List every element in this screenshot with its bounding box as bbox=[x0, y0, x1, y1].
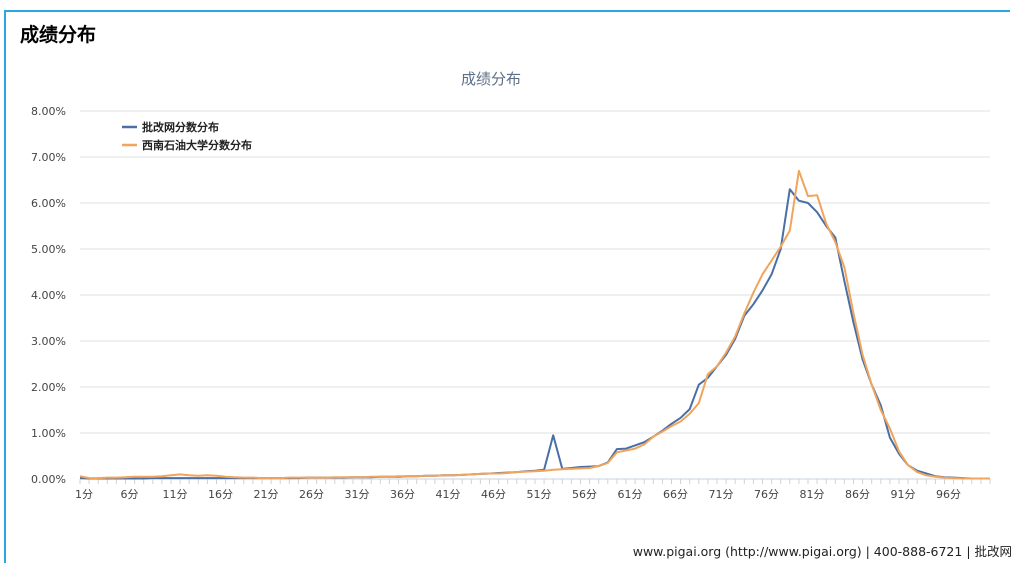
x-tick-label: 51分 bbox=[527, 488, 552, 501]
series-line-2 bbox=[79, 169, 990, 480]
x-tick-label: 71分 bbox=[709, 488, 734, 501]
legend-label: 西南石油大学分数分布 bbox=[142, 138, 252, 152]
y-tick-label: 8.00% bbox=[31, 105, 66, 118]
x-tick-label: 26分 bbox=[299, 488, 324, 501]
y-tick-label: 7.00% bbox=[31, 151, 66, 164]
x-tick-label: 31分 bbox=[345, 488, 370, 501]
x-tick-label: 21分 bbox=[254, 488, 279, 501]
x-tick-label: 66分 bbox=[663, 488, 688, 501]
x-tick-label: 11分 bbox=[163, 488, 188, 501]
y-tick-label: 2.00% bbox=[31, 381, 66, 394]
x-tick-label: 1分 bbox=[75, 488, 93, 501]
x-tick-label: 6分 bbox=[121, 488, 139, 501]
y-tick-label: 0.00% bbox=[31, 473, 66, 486]
x-tick-label: 16分 bbox=[208, 488, 233, 501]
x-tick-label: 86分 bbox=[845, 488, 870, 501]
footer-contact: www.pigai.org (http://www.pigai.org) | 4… bbox=[632, 544, 1012, 559]
score-distribution-chart: 成绩分布 0.00% 1.00% 2.00% 3.00% 4.00% 5.00% 6.00%… bbox=[31, 70, 991, 501]
series-line-1 bbox=[79, 188, 990, 480]
y-tick-label: 4.00% bbox=[31, 289, 66, 302]
y-tick-label: 1.00% bbox=[31, 427, 66, 440]
x-tick-label: 81分 bbox=[800, 488, 825, 501]
x-tick-label: 36分 bbox=[390, 488, 415, 501]
page-title: 成绩分布 bbox=[20, 24, 97, 46]
x-tick-label: 46分 bbox=[481, 488, 506, 501]
x-tick-label: 76分 bbox=[754, 488, 779, 501]
y-tick-label: 5.00% bbox=[31, 243, 66, 256]
x-tick-label: 61分 bbox=[618, 488, 643, 501]
x-tick-label: 91分 bbox=[891, 488, 916, 501]
x-tick-label: 41分 bbox=[436, 488, 461, 501]
y-tick-label: 3.00% bbox=[31, 335, 66, 348]
legend-label: 批改网分数分布 bbox=[142, 120, 219, 134]
x-tick-label: 96分 bbox=[936, 488, 961, 501]
y-tick-label: 6.00% bbox=[31, 197, 66, 210]
panel-frame bbox=[4, 10, 1010, 563]
x-tick-label: 56分 bbox=[572, 488, 597, 501]
chart-title: 成绩分布 bbox=[461, 70, 521, 88]
